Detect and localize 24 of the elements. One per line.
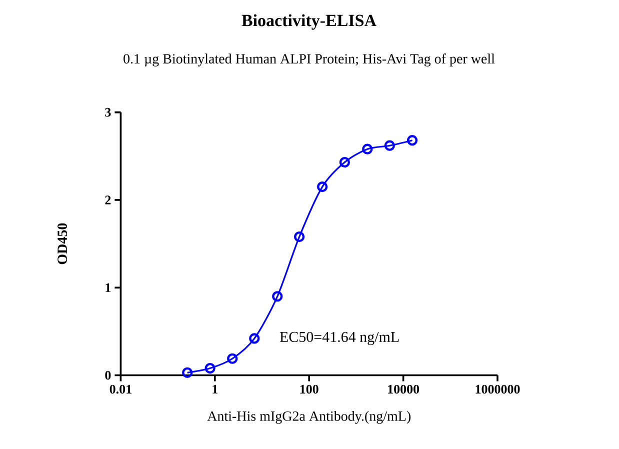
point <box>182 367 193 378</box>
point <box>272 291 283 302</box>
point <box>339 156 350 168</box>
x-tick-label: 0.01 <box>110 384 132 394</box>
y-axis-title: OD450 <box>58 223 68 264</box>
point <box>317 182 328 192</box>
y-tick-label: 0 <box>105 370 111 380</box>
y-tick-label: 3 <box>105 108 111 117</box>
x-tick-label: 1 <box>212 384 218 394</box>
y-tick-label: 2 <box>105 196 111 204</box>
point <box>362 144 373 154</box>
point <box>384 140 395 151</box>
point <box>249 333 260 344</box>
chart-subtitle: 0.1 µg Biotinylated Human ALPI Protein; His-Avi Tag of per well <box>124 54 495 66</box>
annotation: EC50=41.64 ng/mL <box>280 332 399 346</box>
y-tick-label: 1 <box>106 283 111 292</box>
point <box>294 231 305 242</box>
x-tick-label: 1000000 <box>476 384 520 394</box>
x-tick-label: 100 <box>300 384 318 394</box>
chart-title: Bioactivity-ELISA <box>242 14 376 30</box>
x-tick-label: 10000 <box>388 384 420 394</box>
point <box>227 353 238 364</box>
point <box>204 362 216 374</box>
x-axis-title: Anti-His mIgG2a Antibody.(ng/mL) <box>207 410 411 424</box>
